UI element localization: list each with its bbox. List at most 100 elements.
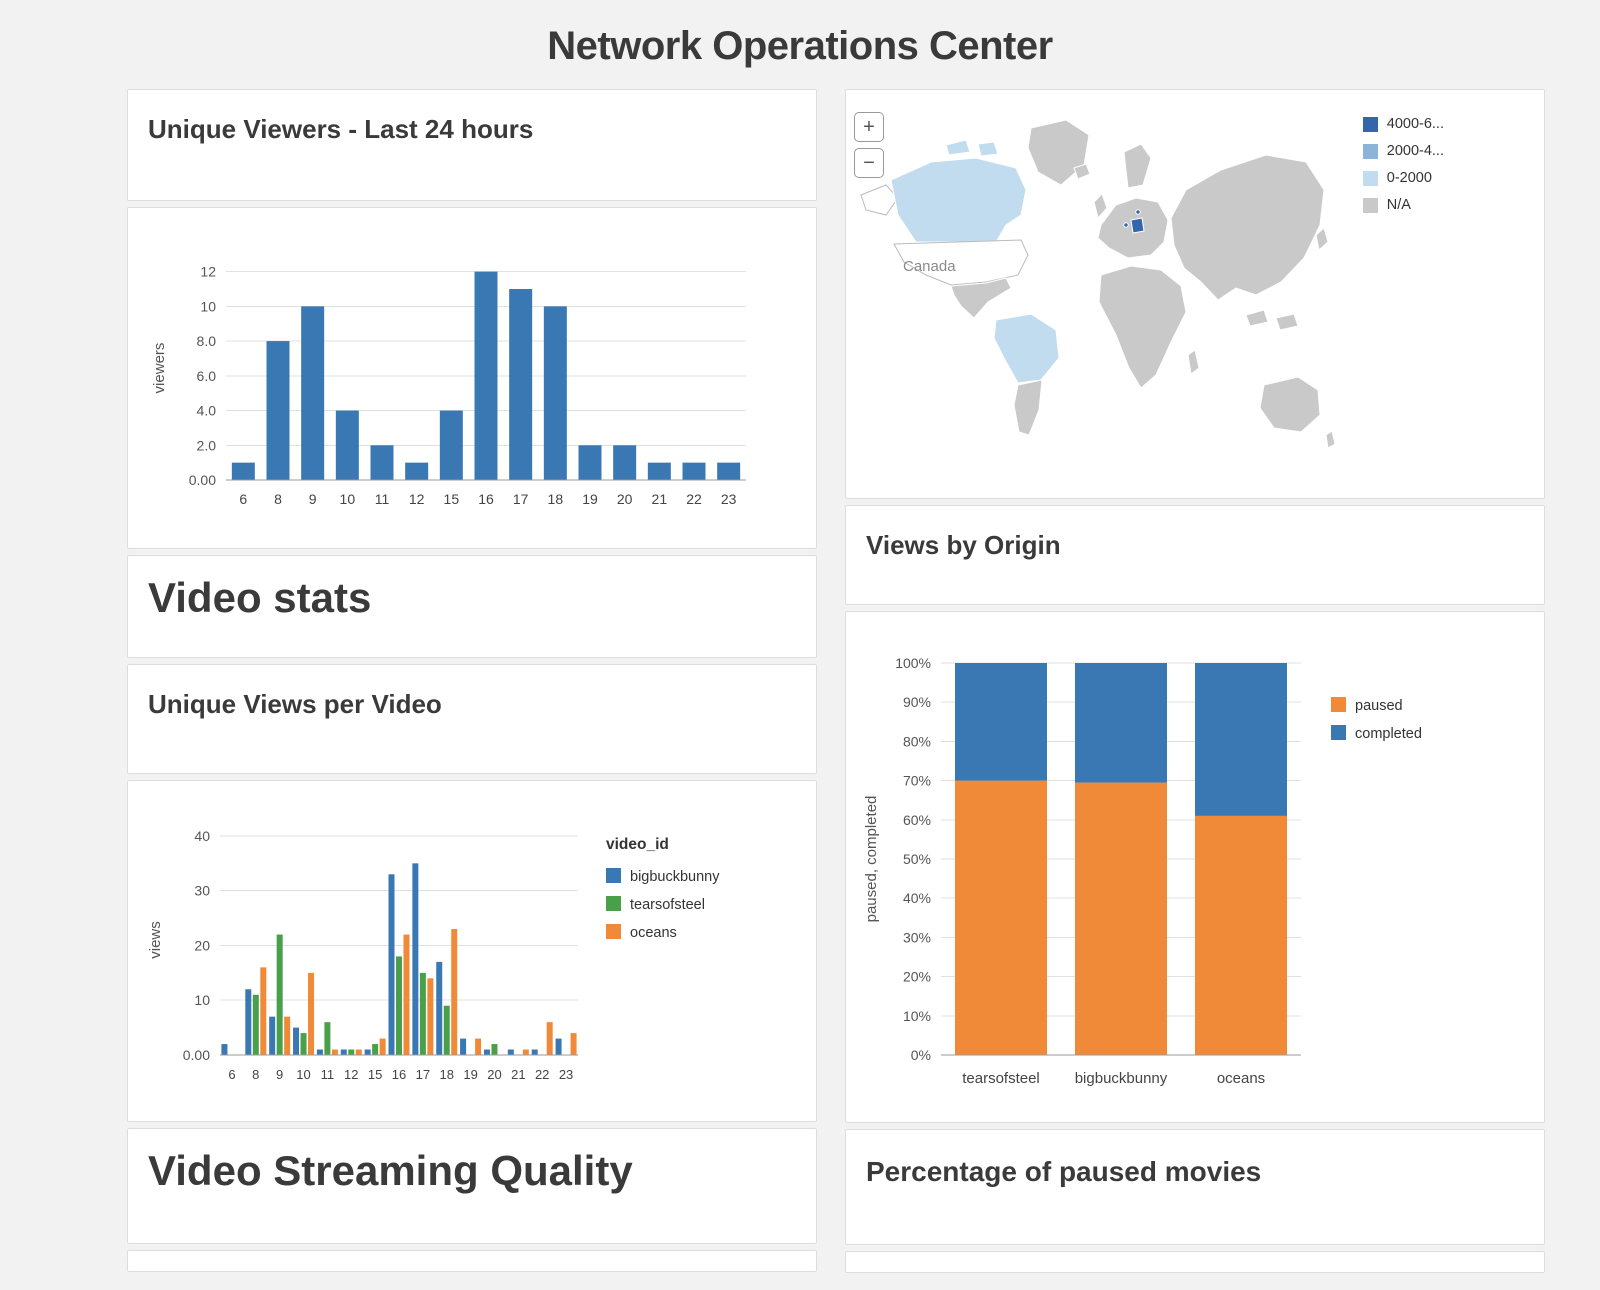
svg-text:20: 20 [194,937,210,953]
svg-text:10: 10 [340,491,356,507]
svg-text:22: 22 [686,491,702,507]
views-per-video-bar-chart: 0.00 10 20 30 40 6 8 9 10 11 12 15 16 17 18 19 20 21 22 23 v… [147,828,720,1082]
views-per-video-title: Unique Views per Video [148,689,442,719]
svg-text:60%: 60% [903,812,931,828]
svg-text:10: 10 [296,1067,310,1082]
paused-movies-heading: Percentage of paused movies [866,1156,1262,1187]
legend-swatch [1362,143,1378,159]
svg-text:15: 15 [368,1067,382,1082]
svg-text:50%: 50% [903,851,931,867]
svg-text:9: 9 [276,1067,283,1082]
svg-text:0.00: 0.00 [189,472,216,488]
panel-paused-chart: 0% 10% 20% 30% 40% 50% 60% 70% 80% 90% 100% tearsof… [845,611,1545,1123]
legend-swatch [1362,170,1378,186]
views-by-origin-title: Views by Origin [866,530,1061,560]
svg-text:11: 11 [321,1067,335,1082]
legend-swatch [1362,116,1378,132]
svg-text:12: 12 [200,264,216,280]
svg-text:10: 10 [194,992,210,1008]
panel-views-per-video-title: Unique Views per Video [127,664,817,774]
unique-viewers-bar-chart: 0.00 2.0 4.0 6.0 8.0 10 12 6 8 9 10 11 12 15 16 17 18 19 2… [151,264,746,507]
svg-text:8: 8 [274,491,282,507]
map-zoom-controls: + − [854,112,884,178]
zoom-out-button[interactable]: − [854,148,884,178]
svg-text:viewers: viewers [151,343,168,394]
svg-text:19: 19 [463,1067,477,1082]
svg-text:8: 8 [252,1067,259,1082]
world-map[interactable] [846,90,1544,498]
unique-viewers-title: Unique Viewers - Last 24 hours [148,114,534,144]
svg-text:4.0: 4.0 [197,403,217,419]
svg-text:6: 6 [239,491,247,507]
svg-text:20: 20 [487,1067,501,1082]
panel-world-map: + − [845,89,1545,499]
svg-text:6.0: 6.0 [197,368,217,384]
svg-text:0%: 0% [911,1047,931,1063]
svg-text:views: views [147,921,164,959]
svg-text:22: 22 [535,1067,549,1082]
panel-partial-right [845,1251,1545,1273]
dashboard-grid: Unique Viewers - Last 24 hours 0.00 2.0 4.… [0,89,1600,1273]
svg-text:80%: 80% [903,733,931,749]
page-title: Network Operations Center [547,24,1053,68]
svg-text:21: 21 [511,1067,525,1082]
svg-text:2.0: 2.0 [197,437,217,453]
svg-text:16: 16 [392,1067,406,1082]
map-legend: 4000-6... 2000-4... 0-2000 N/A [1362,116,1444,213]
svg-text:16: 16 [478,491,494,507]
svg-text:30%: 30% [903,929,931,945]
legend-label: N/A [1386,197,1411,213]
svg-text:15: 15 [444,491,460,507]
legend-label: 2000-4... [1386,143,1444,159]
panel-views-per-video-chart: 0.00 10 20 30 40 6 8 9 10 11 12 15 16 17 18 19 20 21 22 23 v… [127,780,817,1122]
svg-text:18: 18 [548,491,564,507]
panel-partial-left [127,1250,817,1272]
svg-text:0.00: 0.00 [183,1047,210,1063]
svg-text:oceans: oceans [1217,1070,1265,1087]
svg-text:12: 12 [409,491,425,507]
svg-text:8.0: 8.0 [197,333,217,349]
paused-stacked-bar-chart: 0% 10% 20% 30% 40% 50% 60% 70% 80% 90% 100% tearsof… [863,655,1422,1087]
zoom-in-button[interactable]: + [854,112,884,142]
svg-text:11: 11 [375,491,390,507]
map-legend-item: 4000-6... [1362,116,1444,132]
svg-text:paused, completed: paused, completed [863,796,880,923]
map-legend-item: N/A [1362,197,1444,213]
svg-text:100%: 100% [895,655,931,671]
panel-views-by-origin-title: Views by Origin [845,505,1545,605]
panel-unique-viewers-chart: 0.00 2.0 4.0 6.0 8.0 10 12 6 8 9 10 11 12 15 16 17 18 19 2… [127,207,817,549]
svg-text:18: 18 [439,1067,453,1082]
svg-text:oceans: oceans [630,925,677,941]
legend-label: 4000-6... [1386,116,1444,132]
svg-text:10: 10 [200,298,216,314]
right-column: + − [845,89,1545,1273]
map-legend-item: 2000-4... [1362,143,1444,159]
svg-text:17: 17 [513,491,529,507]
svg-text:10%: 10% [903,1008,931,1024]
map-country-label: Canada [903,258,956,275]
svg-text:70%: 70% [903,773,931,789]
svg-text:9: 9 [309,491,317,507]
legend-swatch [1362,197,1378,213]
legend-label: 0-2000 [1386,170,1432,186]
left-column: Unique Viewers - Last 24 hours 0.00 2.0 4.… [127,89,817,1272]
svg-text:30: 30 [194,883,210,899]
svg-text:bigbuckbunny: bigbuckbunny [630,869,720,885]
svg-text:17: 17 [416,1067,430,1082]
svg-text:40: 40 [194,828,210,844]
svg-text:tearsofsteel: tearsofsteel [962,1070,1040,1087]
video-stats-heading: Video stats [148,574,372,621]
svg-text:bigbuckbunny: bigbuckbunny [1075,1070,1168,1087]
panel-streaming-quality: Video Streaming Quality [127,1128,817,1244]
svg-text:40%: 40% [903,890,931,906]
svg-text:paused: paused [1355,698,1403,714]
svg-text:23: 23 [559,1067,573,1082]
panel-unique-viewers-title: Unique Viewers - Last 24 hours [127,89,817,201]
svg-text:90%: 90% [903,694,931,710]
svg-text:video_id: video_id [606,836,669,853]
svg-text:completed: completed [1355,726,1422,742]
svg-text:tearsofsteel: tearsofsteel [630,897,705,913]
panel-paused-movies-title: Percentage of paused movies [845,1129,1545,1245]
svg-text:19: 19 [582,491,598,507]
